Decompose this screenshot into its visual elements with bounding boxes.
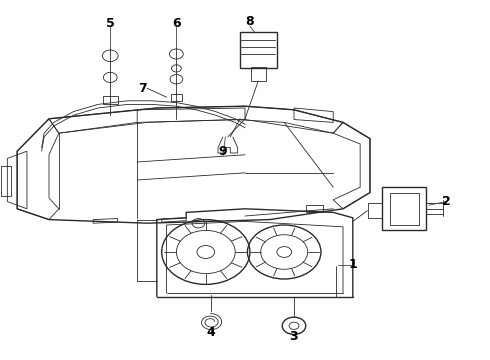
Text: 7: 7 [138, 82, 147, 95]
Bar [240, 32, 277, 68]
Text: 8: 8 [245, 15, 254, 28]
Text: 9: 9 [219, 145, 227, 158]
Bar [251, 67, 266, 81]
Text: 6: 6 [172, 17, 181, 30]
Text: 5: 5 [106, 17, 115, 30]
Text: 3: 3 [290, 330, 298, 343]
Text: 1: 1 [348, 258, 357, 271]
Text: 2: 2 [441, 195, 450, 208]
Bar [103, 96, 118, 104]
Bar [171, 94, 182, 101]
Bar [1, 166, 11, 196]
Text: 4: 4 [206, 327, 215, 339]
